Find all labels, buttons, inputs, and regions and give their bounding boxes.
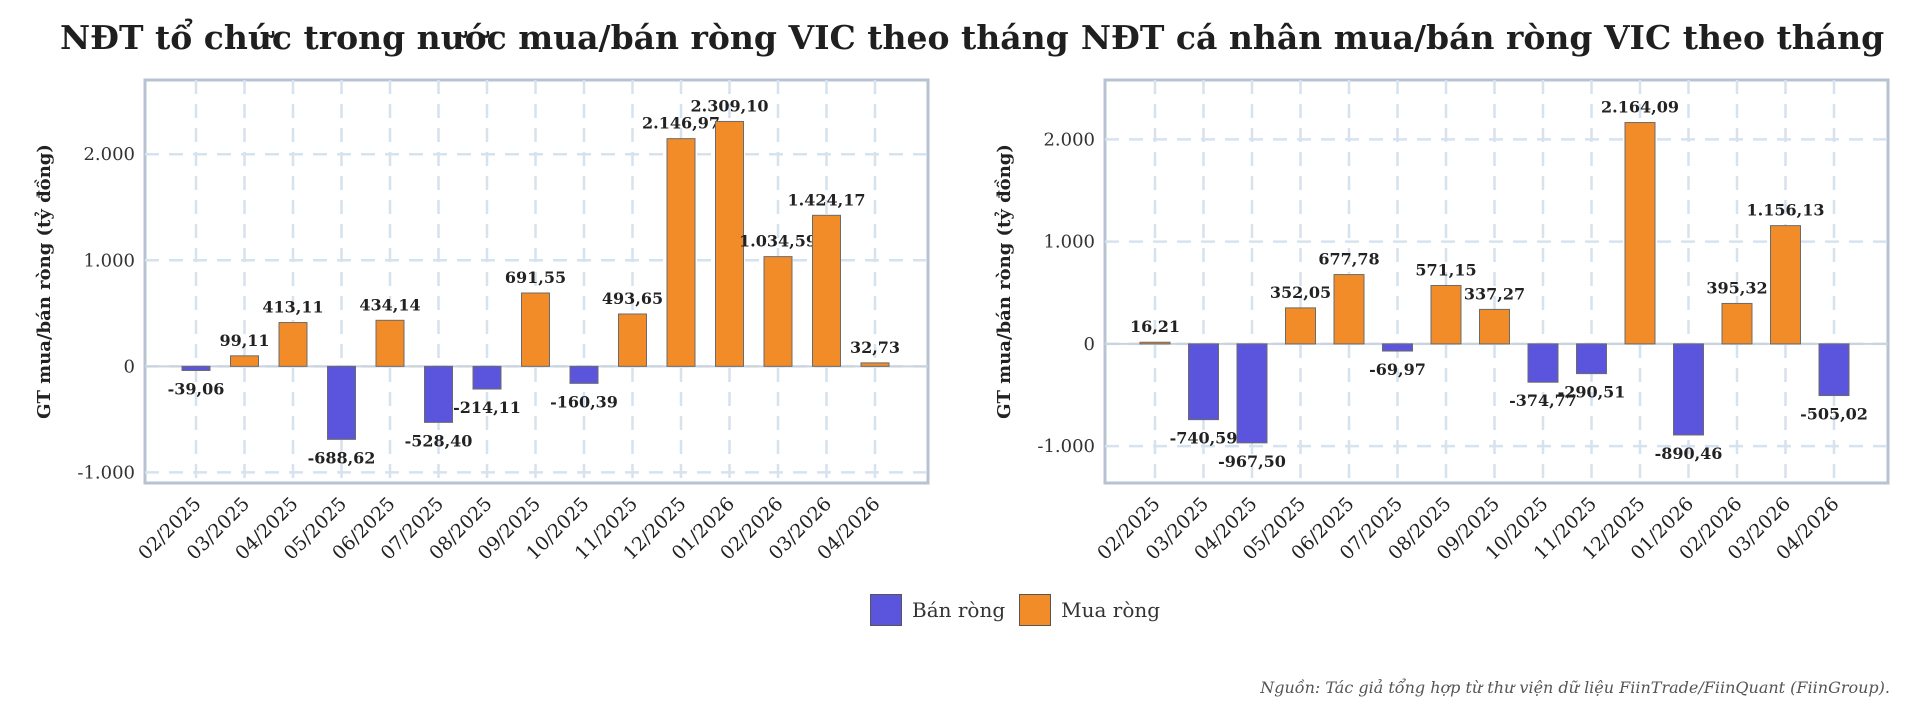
y-tick-label: -1.000 bbox=[1037, 436, 1095, 457]
data-label: -39,06 bbox=[168, 379, 225, 398]
data-label: 32,73 bbox=[850, 338, 900, 357]
chart-title-institutional: NĐT tổ chức trong nước mua/bán ròng VIC … bbox=[60, 18, 1069, 57]
legend-item-buy: Mua ròng bbox=[1019, 594, 1160, 626]
data-label: 571,15 bbox=[1415, 260, 1476, 279]
y-tick-label: 2.000 bbox=[83, 144, 135, 165]
data-label: 2.164,09 bbox=[1601, 98, 1679, 117]
bar-12-2025 bbox=[666, 138, 696, 367]
bar-04-2026 bbox=[1818, 343, 1850, 397]
data-label: 493,65 bbox=[602, 289, 663, 308]
data-label: -290,51 bbox=[1558, 383, 1626, 402]
bar-11-2025 bbox=[1576, 343, 1607, 375]
legend-label-buy: Mua ròng bbox=[1061, 598, 1161, 622]
legend-label-sell: Bán ròng bbox=[912, 598, 1006, 622]
individual-bar-chart: -1.000 0 1.000 2.000 16,21 -740,59 -967,50 352,… bbox=[993, 78, 1890, 564]
y-tick-label: 1.000 bbox=[1043, 232, 1095, 253]
data-label: 99,11 bbox=[219, 331, 269, 350]
bar-04-2025 bbox=[278, 322, 308, 367]
bar-10-2025 bbox=[1527, 343, 1559, 383]
data-label: 434,14 bbox=[359, 295, 420, 314]
bar-04-2026 bbox=[860, 362, 890, 367]
bar-02-2026 bbox=[763, 256, 793, 367]
institutional-bar-chart: -1.000 0 1.000 2.000 -39,06 99,11 413,11 -688,6… bbox=[33, 78, 930, 564]
bar-01-2026 bbox=[715, 120, 744, 367]
y-tick-label: 0 bbox=[1084, 334, 1095, 355]
data-label: 2.146,97 bbox=[642, 114, 720, 133]
bar-06-2025 bbox=[375, 319, 405, 367]
bar-09-2025 bbox=[1479, 308, 1510, 345]
data-label: -740,59 bbox=[1170, 429, 1238, 448]
y-axis-label: GT mua/bán ròng (tỷ đồng) bbox=[33, 144, 55, 419]
bar-03-2026 bbox=[1770, 225, 1801, 345]
y-tick-label: 1.000 bbox=[83, 250, 135, 271]
data-label: 1.034,59 bbox=[739, 232, 817, 251]
data-label: -160,39 bbox=[550, 392, 618, 411]
data-label: 395,32 bbox=[1706, 278, 1767, 297]
data-label: 352,05 bbox=[1270, 283, 1331, 302]
data-label: -214,11 bbox=[453, 398, 521, 417]
bar-02-2026 bbox=[1721, 302, 1753, 345]
y-tick-label: 0 bbox=[124, 356, 135, 377]
bar-10-2025 bbox=[569, 365, 599, 384]
bar-12-2025 bbox=[1624, 122, 1656, 345]
bar-07-2025 bbox=[424, 365, 453, 423]
bar-03-2026 bbox=[812, 214, 841, 367]
y-tick-label: 2.000 bbox=[1043, 129, 1095, 150]
y-axis-label: GT mua/bán ròng (tỷ đồng) bbox=[993, 144, 1015, 419]
bar-05-2025 bbox=[1285, 307, 1316, 345]
bar-02-2025 bbox=[181, 365, 211, 371]
bar-11-2025 bbox=[618, 313, 647, 367]
bar-06-2025 bbox=[1333, 274, 1365, 345]
bar-08-2025 bbox=[1430, 284, 1462, 345]
bar-07-2025 bbox=[1382, 343, 1413, 352]
data-label: -890,46 bbox=[1655, 444, 1723, 463]
legend-swatch-buy bbox=[1019, 594, 1052, 626]
data-label: 1.424,17 bbox=[788, 190, 866, 209]
y-tick-label: -1.000 bbox=[77, 462, 135, 483]
plot-frame bbox=[1103, 78, 1890, 485]
data-label: -374,77 bbox=[1509, 391, 1577, 410]
data-label: 691,55 bbox=[505, 268, 566, 287]
data-label: -688,62 bbox=[308, 448, 376, 467]
data-label: -528,40 bbox=[405, 431, 473, 450]
bar-03-2025 bbox=[1188, 343, 1219, 421]
data-label: 2.309,10 bbox=[691, 96, 769, 115]
bar-04-2025 bbox=[1236, 343, 1268, 444]
legend-item-sell: Bán ròng bbox=[870, 594, 1005, 626]
source-note: Nguồn: Tác giả tổng hợp từ thư viện dữ l… bbox=[1260, 678, 1890, 697]
legend: Bán ròng Mua ròng bbox=[870, 594, 1174, 626]
legend-swatch-sell bbox=[870, 594, 902, 626]
bar-05-2025 bbox=[327, 365, 356, 440]
bar-02-2025 bbox=[1139, 341, 1171, 345]
data-label: -505,02 bbox=[1800, 405, 1868, 424]
bar-08-2025 bbox=[472, 365, 502, 390]
bar-01-2026 bbox=[1673, 343, 1704, 436]
bar-03-2025 bbox=[230, 355, 259, 367]
data-label: 16,21 bbox=[1130, 317, 1180, 336]
data-label: 337,27 bbox=[1464, 284, 1525, 303]
chart-title-individual: NĐT cá nhân mua/bán ròng VIC theo tháng bbox=[1080, 18, 1885, 57]
data-label: 1.156,13 bbox=[1747, 201, 1825, 220]
data-label: 413,11 bbox=[262, 298, 323, 317]
data-label: 677,78 bbox=[1318, 250, 1379, 269]
bar-09-2025 bbox=[521, 292, 550, 367]
data-label: -967,50 bbox=[1218, 452, 1286, 471]
data-label: -69,97 bbox=[1369, 360, 1426, 379]
